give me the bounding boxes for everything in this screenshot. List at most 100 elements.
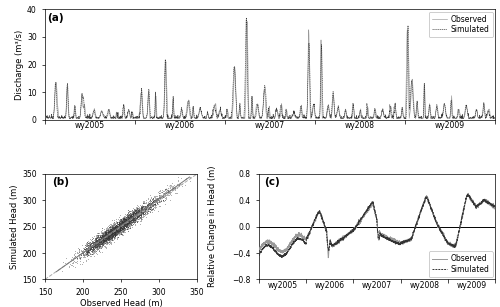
Point	[147, 208, 155, 213]
Point	[132, 208, 140, 213]
Point	[105, 237, 113, 242]
Point	[76, 254, 84, 259]
Point	[125, 219, 133, 223]
Point	[147, 204, 155, 209]
Point	[101, 234, 109, 239]
Point	[115, 222, 123, 227]
Point	[140, 206, 148, 211]
Point	[91, 242, 99, 247]
Point	[124, 220, 132, 225]
Point	[88, 244, 96, 249]
Point	[170, 186, 177, 191]
Point	[116, 222, 124, 227]
Simulated	[492, 117, 498, 120]
Point	[122, 220, 130, 225]
Point	[86, 243, 94, 247]
Point	[90, 247, 98, 251]
Point	[148, 201, 156, 206]
Point	[128, 216, 136, 221]
Point	[116, 227, 124, 232]
Point	[90, 245, 98, 250]
Point	[160, 195, 168, 200]
Point	[92, 244, 100, 249]
Point	[146, 209, 154, 214]
Point	[116, 217, 124, 222]
Point	[95, 236, 103, 241]
Point	[132, 209, 140, 214]
Point	[121, 216, 129, 221]
Point	[100, 234, 108, 239]
Point	[112, 231, 120, 236]
Point	[87, 243, 95, 248]
Point	[98, 238, 106, 243]
Point	[112, 229, 120, 234]
Point	[97, 235, 105, 240]
Point	[134, 210, 142, 215]
Point	[106, 225, 114, 230]
Point	[123, 219, 131, 224]
Point	[128, 223, 136, 227]
Point	[81, 252, 89, 257]
Point	[110, 224, 118, 229]
Point	[130, 216, 138, 220]
Point	[83, 249, 91, 254]
Point	[120, 225, 128, 230]
Point	[92, 239, 100, 243]
Point	[90, 244, 98, 249]
Point	[122, 217, 130, 222]
Point	[124, 210, 132, 215]
Point	[134, 216, 142, 221]
Point	[104, 236, 112, 241]
Point	[88, 234, 96, 239]
Point	[130, 209, 138, 214]
Point	[94, 245, 102, 250]
Point	[98, 231, 106, 236]
Point	[95, 239, 103, 244]
Simulated	[442, 237, 448, 241]
Point	[102, 231, 110, 236]
Point	[145, 202, 153, 207]
Point	[98, 239, 106, 244]
Point	[110, 225, 118, 230]
Point	[131, 219, 139, 223]
Point	[134, 214, 141, 219]
Point	[124, 221, 132, 226]
Point	[117, 220, 125, 225]
Point	[104, 232, 112, 237]
Point	[120, 226, 128, 231]
Point	[106, 234, 114, 239]
Point	[98, 236, 106, 241]
Point	[132, 214, 140, 219]
Point	[104, 232, 112, 237]
Point	[110, 222, 118, 227]
Point	[118, 220, 126, 225]
Point	[122, 216, 130, 221]
Point	[86, 248, 94, 253]
Point	[94, 233, 102, 238]
Point	[134, 212, 141, 217]
Point	[111, 225, 119, 230]
Point	[146, 206, 154, 211]
Point	[122, 221, 130, 226]
Point	[120, 222, 128, 227]
Point	[124, 211, 132, 216]
Point	[104, 235, 112, 239]
Point	[110, 226, 118, 231]
Point	[85, 244, 93, 249]
Point	[140, 208, 147, 213]
Point	[112, 228, 120, 233]
Point	[86, 245, 94, 250]
Point	[97, 232, 105, 237]
Point	[86, 243, 94, 247]
Point	[128, 220, 136, 225]
Point	[132, 210, 140, 215]
Point	[102, 235, 110, 240]
Point	[117, 226, 125, 231]
Point	[118, 229, 126, 234]
Point	[106, 236, 114, 241]
Point	[100, 238, 108, 243]
Point	[90, 241, 98, 246]
Point	[98, 231, 106, 236]
Point	[124, 224, 132, 229]
Point	[124, 217, 132, 222]
